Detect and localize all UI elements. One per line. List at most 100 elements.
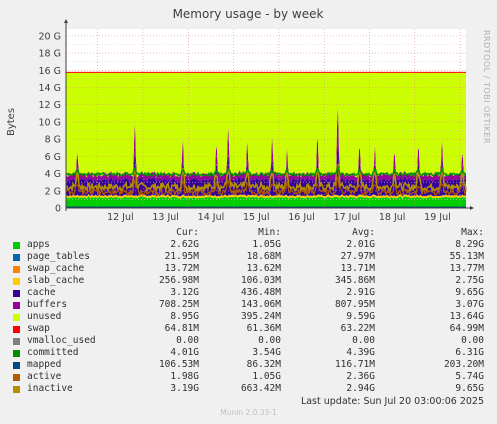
legend-swatch [13, 386, 20, 393]
axes [64, 19, 474, 211]
area-cache [66, 142, 466, 197]
legend-value-cur: 64.81M [164, 323, 199, 334]
legend-swatch [13, 278, 20, 285]
munin-version: Munin 2.0.33-1 [220, 408, 277, 417]
legend-value-cur: 21.95M [164, 251, 199, 262]
x-tick-label: 18 Jul [379, 212, 406, 223]
legend-row: slab_cache 256.98M 106.03M 345.86M 2.75G [0, 275, 497, 287]
last-update-label: Last update: [300, 396, 361, 407]
legend-series-name: active [27, 371, 62, 382]
legend-header: Avg: [352, 227, 375, 238]
legend-row: committed 4.01G 3.54G 4.39G 6.31G [0, 347, 497, 359]
legend-header-row: Cur: Min: Avg: Max: [0, 227, 497, 239]
legend-value-max: 5.74G [455, 371, 484, 382]
legend-value-min: 3.54G [252, 347, 281, 358]
legend-value-avg: 116.71M [334, 359, 375, 370]
legend-header: Cur: [176, 227, 199, 238]
y-tick-label: 18 G [39, 49, 61, 60]
legend-value-cur: 3.19G [170, 383, 199, 394]
legend-value-avg: 27.97M [340, 251, 375, 262]
legend-series-name: committed [27, 347, 79, 358]
line-inactive [65, 162, 467, 194]
legend-value-cur: 8.95G [170, 311, 199, 322]
legend-series-name: mapped [27, 359, 62, 370]
legend-row: unused 8.95G 395.24M 9.59G 13.64G [0, 311, 497, 323]
legend-value-cur: 3.12G [170, 287, 199, 298]
legend-swatch [13, 338, 20, 345]
legend-series-name: unused [27, 311, 62, 322]
y-tick-labels: 0 2 G 4 G 6 G 8 G 10 G 12 G 14 G 16 G 18 G 20 G [39, 31, 61, 214]
y-axis-label: Bytes [6, 108, 17, 136]
y-tick-label: 20 G [39, 31, 61, 42]
legend-value-cur: 13.72M [164, 263, 199, 274]
legend-row: swap_cache 13.72M 13.62M 13.71M 13.77M [0, 263, 497, 275]
legend-swatch [13, 242, 20, 249]
legend-value-min: 143.06M [240, 299, 281, 310]
legend-swatch [13, 374, 20, 381]
legend-row: cache 3.12G 436.48M 2.91G 9.65G [0, 287, 497, 299]
last-update: Last update: Sun Jul 20 03:00:06 2025 [0, 396, 484, 407]
legend-value-min: 61.36M [246, 323, 281, 334]
y-tick-label: 4 G [45, 169, 61, 180]
y-tick-label: 10 G [39, 117, 61, 128]
y-tick-label: 16 G [39, 66, 61, 77]
legend-series-name: swap_cache [27, 263, 85, 274]
legend-value-max: 64.99M [449, 323, 484, 334]
legend-value-max: 9.65G [455, 383, 484, 394]
y-tick-label: 6 G [45, 152, 61, 163]
legend-value-max: 3.07G [455, 299, 484, 310]
legend-row: page_tables 21.95M 18.68M 27.97M 55.13M [0, 251, 497, 263]
legend-value-max: 2.75G [455, 275, 484, 286]
legend-series-name: vmalloc_used [27, 335, 96, 346]
legend-value-avg: 63.22M [340, 323, 375, 334]
rrdtool-credit: RRDTOOL / TOBI OETIKER [482, 30, 491, 144]
legend-value-avg: 0.00 [352, 335, 375, 346]
legend-swatch [13, 362, 20, 369]
x-tick-label: 17 Jul [334, 212, 361, 223]
legend-swatch [13, 302, 20, 309]
legend-row: inactive 3.19G 663.42M 2.94G 9.65G [0, 383, 497, 395]
y-tick-label: 0 [55, 204, 61, 215]
legend-row: buffers 708.25M 143.06M 807.95M 3.07G [0, 299, 497, 311]
legend-value-max: 13.77M [449, 263, 484, 274]
legend-value-cur: 0.00 [176, 335, 199, 346]
legend-value-min: 1.05G [252, 371, 281, 382]
legend-value-avg: 2.36G [346, 371, 375, 382]
legend-value-cur: 2.62G [170, 239, 199, 250]
x-tick-label: 12 Jul [107, 212, 134, 223]
line-active [65, 176, 467, 198]
legend-series-name: page_tables [27, 251, 90, 262]
series-lines [65, 162, 467, 208]
legend-value-min: 86.32M [246, 359, 281, 370]
x-tick-label: 16 Jul [288, 212, 315, 223]
legend-value-avg: 345.86M [334, 275, 375, 286]
legend-swatch [13, 350, 20, 357]
legend-value-cur: 1.98G [170, 371, 199, 382]
legend-row: apps 2.62G 1.05G 2.01G 8.29G [0, 239, 497, 251]
line-committed [65, 164, 467, 178]
legend-value-avg: 807.95M [334, 299, 375, 310]
legend-series-name: cache [27, 287, 56, 298]
legend-swatch [13, 326, 20, 333]
legend-value-min: 395.24M [240, 311, 281, 322]
legend-row: vmalloc_used 0.00 0.00 0.00 0.00 [0, 335, 497, 347]
legend-header: Min: [258, 227, 281, 238]
y-axis-arrow [64, 19, 68, 23]
x-tick-label: 19 Jul [424, 212, 451, 223]
legend-value-avg: 2.94G [346, 383, 375, 394]
legend-series-name: apps [27, 239, 50, 250]
y-tick-label: 8 G [45, 135, 61, 146]
last-update-value: Sun Jul 20 03:00:06 2025 [363, 396, 484, 407]
legend-value-min: 0.00 [258, 335, 281, 346]
legend-value-cur: 4.01G [170, 347, 199, 358]
legend-value-max: 8.29G [455, 239, 484, 250]
area-apps [66, 196, 466, 208]
legend-value-min: 106.03M [240, 275, 281, 286]
x-tick-label: 14 Jul [198, 212, 225, 223]
chart-title: Memory usage - by week [173, 7, 324, 21]
x-tick-label: 15 Jul [243, 212, 270, 223]
legend-value-min: 13.62M [246, 263, 281, 274]
legend-value-min: 1.05G [252, 239, 281, 250]
legend-value-max: 203.20M [443, 359, 484, 370]
legend-value-max: 9.65G [455, 287, 484, 298]
